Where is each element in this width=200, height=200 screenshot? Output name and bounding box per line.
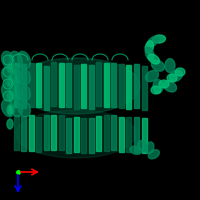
Polygon shape xyxy=(12,58,140,114)
Polygon shape xyxy=(21,116,26,151)
Ellipse shape xyxy=(130,146,142,154)
Polygon shape xyxy=(3,67,13,77)
Polygon shape xyxy=(81,118,86,153)
Ellipse shape xyxy=(10,51,22,69)
Polygon shape xyxy=(7,77,13,87)
Polygon shape xyxy=(81,64,86,108)
Polygon shape xyxy=(142,66,146,110)
Ellipse shape xyxy=(159,80,169,88)
Polygon shape xyxy=(44,66,49,110)
Ellipse shape xyxy=(10,67,22,85)
Polygon shape xyxy=(14,63,18,107)
Polygon shape xyxy=(16,110,136,158)
Ellipse shape xyxy=(18,83,30,101)
Ellipse shape xyxy=(2,51,14,69)
Polygon shape xyxy=(111,115,116,150)
Polygon shape xyxy=(59,115,64,150)
Ellipse shape xyxy=(175,68,185,76)
Polygon shape xyxy=(7,91,13,101)
Polygon shape xyxy=(44,115,49,150)
Ellipse shape xyxy=(151,60,165,71)
Polygon shape xyxy=(29,115,34,151)
Ellipse shape xyxy=(147,36,159,47)
Ellipse shape xyxy=(18,99,30,117)
Ellipse shape xyxy=(2,83,14,101)
Ellipse shape xyxy=(138,141,147,152)
Ellipse shape xyxy=(10,99,22,117)
Polygon shape xyxy=(126,65,131,109)
Polygon shape xyxy=(134,64,139,108)
Polygon shape xyxy=(89,118,94,153)
Polygon shape xyxy=(7,105,13,115)
Polygon shape xyxy=(29,63,34,107)
Polygon shape xyxy=(134,117,139,152)
Ellipse shape xyxy=(2,99,14,117)
Ellipse shape xyxy=(148,150,159,159)
Polygon shape xyxy=(59,63,64,107)
Ellipse shape xyxy=(18,51,30,69)
Ellipse shape xyxy=(163,81,177,92)
Ellipse shape xyxy=(148,54,159,64)
Polygon shape xyxy=(96,62,101,106)
Polygon shape xyxy=(104,115,109,151)
Polygon shape xyxy=(36,117,41,152)
Ellipse shape xyxy=(145,70,159,82)
Polygon shape xyxy=(3,91,13,101)
Polygon shape xyxy=(89,65,94,109)
Ellipse shape xyxy=(153,79,163,93)
Polygon shape xyxy=(126,117,131,152)
Polygon shape xyxy=(74,65,79,109)
Ellipse shape xyxy=(145,48,154,60)
Polygon shape xyxy=(66,63,71,107)
Ellipse shape xyxy=(165,59,175,73)
Polygon shape xyxy=(3,55,13,65)
Polygon shape xyxy=(14,115,18,150)
Polygon shape xyxy=(7,119,13,129)
Polygon shape xyxy=(21,64,26,108)
Ellipse shape xyxy=(151,86,161,94)
Polygon shape xyxy=(111,63,116,107)
Ellipse shape xyxy=(146,142,154,154)
Ellipse shape xyxy=(169,70,183,82)
Polygon shape xyxy=(51,115,56,150)
Polygon shape xyxy=(3,79,13,89)
Ellipse shape xyxy=(2,67,14,85)
Polygon shape xyxy=(142,118,146,153)
Ellipse shape xyxy=(153,35,166,43)
Polygon shape xyxy=(104,63,109,107)
Polygon shape xyxy=(74,117,79,152)
Polygon shape xyxy=(51,62,56,106)
Polygon shape xyxy=(7,63,13,73)
Polygon shape xyxy=(36,63,41,107)
Polygon shape xyxy=(119,64,124,108)
Polygon shape xyxy=(119,117,124,152)
Polygon shape xyxy=(96,116,101,151)
Ellipse shape xyxy=(18,67,30,85)
Ellipse shape xyxy=(167,74,177,82)
Ellipse shape xyxy=(10,83,22,101)
Polygon shape xyxy=(66,118,71,153)
Ellipse shape xyxy=(145,41,154,54)
